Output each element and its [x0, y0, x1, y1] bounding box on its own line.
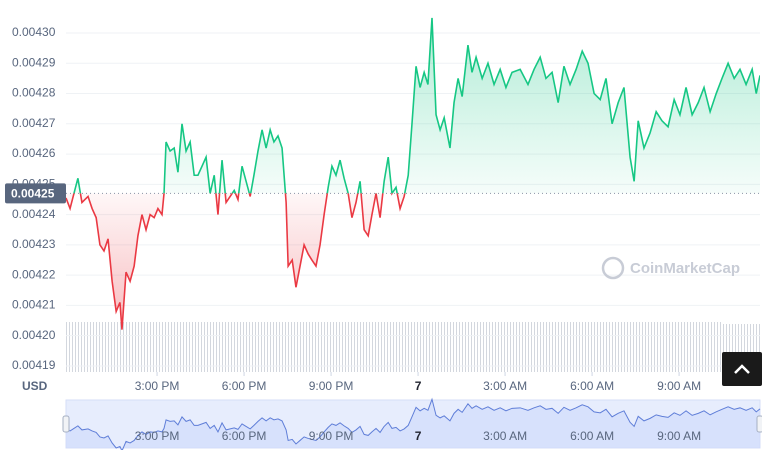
y-tick-label: 0.00423 — [12, 237, 56, 251]
currency-label: USD — [22, 379, 48, 393]
scroll-top-button[interactable] — [722, 352, 762, 386]
navigator-area — [66, 399, 760, 450]
y-tick-label: 0.00429 — [12, 55, 56, 69]
y-tick-label: 0.00424 — [12, 207, 56, 221]
watermark: CoinMarketCap — [601, 256, 740, 280]
y-tick-label: 0.00428 — [12, 86, 56, 100]
navigator-handle[interactable] — [756, 415, 762, 433]
navigator-tick-label: 7 — [415, 429, 422, 443]
y-tick-label: 0.00421 — [12, 298, 56, 312]
x-tick-label: 6:00 AM — [570, 379, 614, 393]
navigator-tick-label: 6:00 PM — [222, 429, 267, 443]
watermark-text: CoinMarketCap — [630, 260, 740, 277]
area-down — [66, 193, 405, 330]
x-tick-label: 9:00 PM — [309, 379, 354, 393]
y-tick-label: 0.00427 — [12, 116, 56, 130]
navigator-line — [65, 397, 761, 450]
navigator-tick-label: 6:00 AM — [570, 429, 614, 443]
y-tick-label: 0.00419 — [12, 358, 56, 372]
baseline-label: 0.00425 — [11, 187, 55, 201]
x-tick-label: 3:00 PM — [135, 379, 180, 393]
y-tick-label: 0.00430 — [12, 25, 56, 39]
x-tick-label: 3:00 AM — [483, 379, 527, 393]
navigator-handle[interactable] — [62, 415, 70, 433]
chevron-icon — [734, 364, 750, 374]
x-tick-label: 6:00 PM — [222, 379, 267, 393]
y-tick-label: 0.00422 — [12, 267, 56, 281]
navigator-tick-label: 9:00 PM — [309, 429, 354, 443]
x-tick-label: 9:00 AM — [657, 379, 701, 393]
y-tick-label: 0.00426 — [12, 146, 56, 160]
x-tick-label: 7 — [415, 379, 422, 393]
y-tick-label: 0.00420 — [12, 328, 56, 342]
navigator-tick-label: 3:00 PM — [135, 429, 180, 443]
navigator-tick-label: 3:00 AM — [483, 429, 527, 443]
area-up — [66, 17, 760, 194]
navigator-tick-label: 9:00 AM — [657, 429, 701, 443]
volume-bars — [66, 322, 722, 372]
baseline-label-box — [5, 183, 66, 204]
price-line-down — [66, 193, 406, 330]
price-line-up — [73, 17, 760, 194]
